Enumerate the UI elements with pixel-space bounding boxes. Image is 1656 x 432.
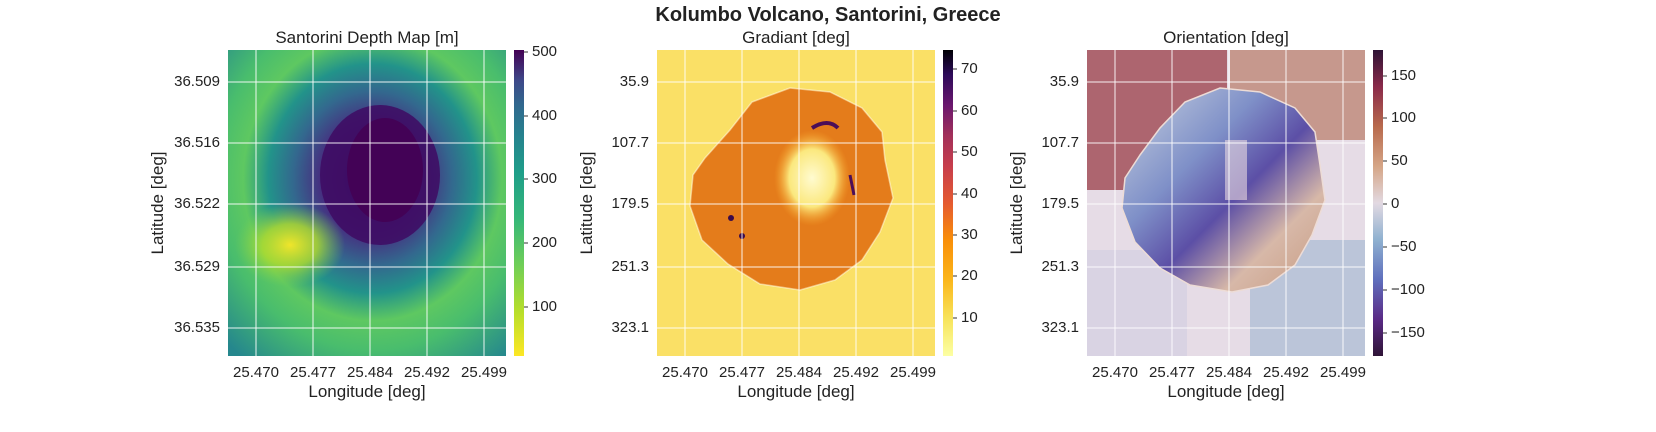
- x-tick-label: 25.470: [1092, 364, 1138, 381]
- y-tick-label: 35.9: [1049, 73, 1079, 90]
- x-axis-label: Longitude [deg]: [1167, 382, 1285, 401]
- x-tick-label: 25.477: [290, 364, 336, 381]
- x-tick-label: 25.484: [776, 364, 822, 381]
- colorbar-tick-label: 50: [1391, 152, 1408, 169]
- depth-map-image: [228, 50, 506, 356]
- y-tick-label: 107.7: [611, 134, 649, 151]
- colorbar-tick-label: 30: [961, 226, 978, 243]
- colorbar-tick-label: 40: [961, 185, 978, 202]
- colorbar-tick-label: 100: [532, 298, 558, 315]
- x-tick-label: 25.484: [1206, 364, 1252, 381]
- colorbar-tick-label: 0: [1391, 195, 1400, 212]
- gradient-map-image: [657, 50, 935, 356]
- y-axis-label: Latitude [deg]: [1007, 151, 1026, 255]
- panel-title: Orientation [deg]: [1163, 28, 1289, 47]
- y-tick-label: 323.1: [1041, 319, 1079, 336]
- colorbar: [1373, 50, 1383, 356]
- colorbar-tick-label: 150: [1391, 67, 1417, 84]
- colorbar-tick-label: 20: [961, 267, 978, 284]
- colorbar-tick-label: 10: [961, 309, 978, 326]
- y-tick-label: 36.529: [174, 258, 220, 275]
- orientation-map-image: [1087, 50, 1365, 356]
- x-tick-label: 25.470: [233, 364, 279, 381]
- x-tick-label: 25.477: [1149, 364, 1195, 381]
- y-axis-label: Latitude [deg]: [577, 151, 596, 255]
- y-tick-label: 179.5: [611, 195, 649, 212]
- x-tick-label: 25.499: [1320, 364, 1366, 381]
- y-tick-label: 36.516: [174, 134, 220, 151]
- x-tick-label: 25.492: [833, 364, 879, 381]
- colorbar-tick-label: 100: [1391, 109, 1417, 126]
- y-tick-label: 107.7: [1041, 134, 1079, 151]
- colorbar-tick-label: −150: [1391, 324, 1425, 341]
- colorbar-tick-label: 300: [532, 170, 558, 187]
- panel-title: Santorini Depth Map [m]: [275, 28, 459, 47]
- x-axis-label: Longitude [deg]: [308, 382, 426, 401]
- x-tick-label: 25.477: [719, 364, 765, 381]
- x-tick-label: 25.499: [890, 364, 936, 381]
- colorbar-tick-label: 400: [532, 107, 558, 124]
- colorbar: [943, 50, 953, 356]
- colorbar-tick-label: −100: [1391, 281, 1425, 298]
- y-tick-label: 251.3: [1041, 258, 1079, 275]
- figure-title: Kolumbo Volcano, Santorini, Greece: [655, 4, 1001, 26]
- y-axis-label: Latitude [deg]: [148, 151, 167, 255]
- x-tick-label: 25.492: [1263, 364, 1309, 381]
- x-axis-label: Longitude [deg]: [737, 382, 855, 401]
- y-tick-label: 179.5: [1041, 195, 1079, 212]
- x-tick-label: 25.484: [347, 364, 393, 381]
- colorbar: [514, 50, 524, 356]
- y-tick-label: 36.509: [174, 73, 220, 90]
- y-tick-label: 251.3: [611, 258, 649, 275]
- colorbar-tick-label: 500: [532, 43, 558, 60]
- colorbar-tick-label: 60: [961, 102, 978, 119]
- y-tick-label: 36.535: [174, 319, 220, 336]
- y-tick-label: 323.1: [611, 319, 649, 336]
- x-tick-label: 25.499: [461, 364, 507, 381]
- colorbar-tick-label: 50: [961, 143, 978, 160]
- x-tick-label: 25.492: [404, 364, 450, 381]
- colorbar-tick-label: −50: [1391, 238, 1417, 255]
- colorbar-tick-label: 70: [961, 60, 978, 77]
- y-tick-label: 36.522: [174, 195, 220, 212]
- panel-title: Gradiant [deg]: [742, 28, 850, 47]
- x-tick-label: 25.470: [662, 364, 708, 381]
- colorbar-tick-label: 200: [532, 234, 558, 251]
- y-tick-label: 35.9: [619, 73, 649, 90]
